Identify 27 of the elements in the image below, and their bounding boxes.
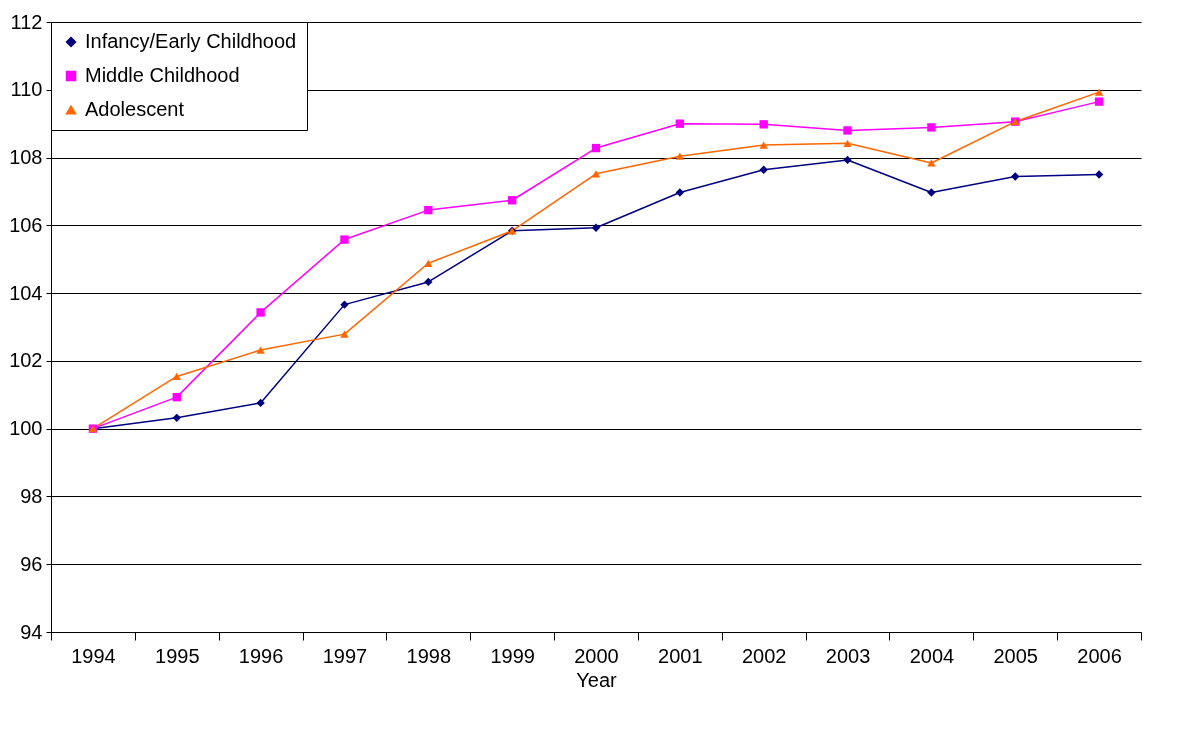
x-tick-label: 2003: [825, 644, 871, 667]
y-tick-label: 108: [9, 146, 43, 169]
legend-label: Middle Childhood: [85, 64, 240, 86]
x-axis-title: Year: [576, 668, 618, 691]
y-tick-label: 106: [9, 213, 43, 236]
y-tick-label: 100: [9, 417, 43, 440]
y-tick-label: 104: [9, 281, 43, 304]
y-tick-label: 96: [20, 552, 43, 575]
x-tick-label: 2005: [993, 644, 1038, 667]
x-tick-label: 2006: [1077, 644, 1122, 667]
x-tick-label: 1996: [238, 644, 284, 667]
x-tick-label: 1997: [322, 644, 368, 667]
x-tick-label: 1998: [406, 644, 452, 667]
x-tick-label: 2000: [574, 644, 619, 667]
x-tick-label: 2001: [658, 644, 703, 667]
y-tick-label: 112: [10, 10, 43, 33]
x-tick-label: 2004: [909, 644, 955, 667]
legend-label: Adolescent: [85, 98, 185, 120]
x-tick-label: 2002: [741, 644, 787, 667]
x-tick-label: 1995: [155, 644, 200, 667]
x-tick-label: 1994: [71, 644, 116, 667]
y-tick-label: 102: [9, 349, 43, 372]
legend-label: Infancy/Early Childhood: [85, 30, 297, 52]
y-tick-label: 98: [20, 484, 43, 507]
x-tick-label: 1999: [490, 644, 535, 667]
y-tick-label: 94: [20, 620, 43, 643]
y-tick-label: 110: [10, 78, 43, 101]
